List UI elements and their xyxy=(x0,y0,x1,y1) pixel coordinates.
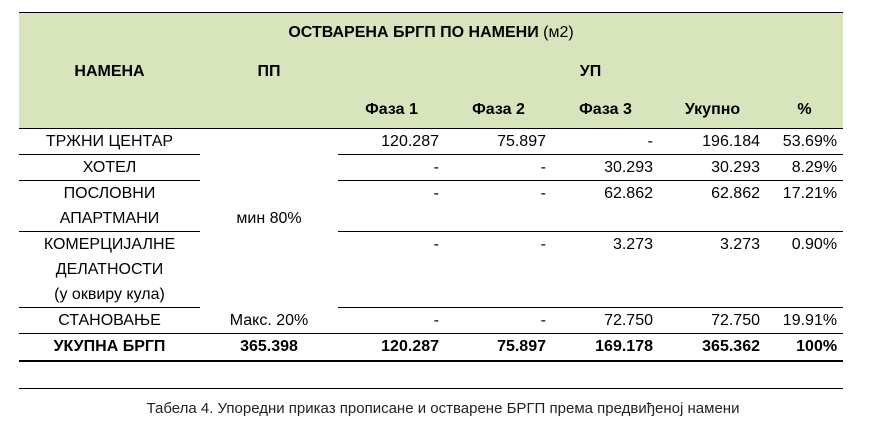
row-namena: ХОТЕЛ xyxy=(19,154,200,181)
table-title: ОСТВАРЕНА БРГП ПО НАМЕНИ (м2) xyxy=(19,12,844,52)
row-faza1: - xyxy=(338,180,445,232)
header-ukupno: Укупно xyxy=(659,90,766,129)
total-faza3: 169.178 xyxy=(552,333,659,362)
pp-min-cell: мин 80% xyxy=(200,129,338,308)
row-faza3: 72.750 xyxy=(604,312,653,329)
row-namena-line: ПОСЛОВНИ xyxy=(63,185,156,202)
header-faza1: Фаза 1 xyxy=(338,90,445,129)
row-namena-line: АПАРТМАНИ xyxy=(59,210,160,227)
table-row: ПОСЛОВНИ АПАРТМАНИ - - 62.862 62.862 17.… xyxy=(19,180,844,232)
header-up: УП xyxy=(338,52,844,90)
row-faza3: 3.273 xyxy=(552,231,659,308)
row-percent: 17.21% xyxy=(766,180,844,232)
table-row: ХОТЕЛ - - 30.293 30.293 8.29% xyxy=(19,154,844,181)
row-pp: Макс. 20% xyxy=(229,311,309,329)
row-namena: СТАНОВАЊЕ xyxy=(58,312,161,329)
row-ukupno: 62.862 xyxy=(659,180,766,232)
row-ukupno: 196.184 xyxy=(659,128,766,155)
bottom-divider xyxy=(19,388,843,389)
row-faza1: 120.287 xyxy=(338,128,445,155)
row-namena-line: КОМЕРЦИЈАЛНЕ xyxy=(43,236,176,253)
table-container: ОСТВАРЕНА БРГП ПО НАМЕНИ (м2) НАМЕНА ПП … xyxy=(19,12,844,362)
table-row: СТАНОВАЊЕ Макс. 20% - - 72.750 72.750 19… xyxy=(19,308,843,334)
row-faza1: - xyxy=(338,154,445,181)
row-namena-line: ДЕЛАТНОСТИ xyxy=(55,261,164,278)
row-percent: 0.90% xyxy=(766,231,844,308)
total-ukupno: 365.362 xyxy=(659,333,766,362)
row-faza3: 30.293 xyxy=(552,154,659,181)
header-row-1: НАМЕНА ПП УП xyxy=(19,52,844,90)
table-row: КОМЕРЦИЈАЛНЕ ДЕЛАТНОСТИ (у оквиру кула) … xyxy=(19,231,844,308)
row-namena: ТРЖНИ ЦЕНТАР xyxy=(19,128,200,155)
header-pp: ПП xyxy=(200,52,338,90)
row-percent: 53.69% xyxy=(766,128,844,155)
row-faza3: - xyxy=(552,128,659,155)
row-namena: КОМЕРЦИЈАЛНЕ ДЕЛАТНОСТИ (у оквиру кула) xyxy=(19,231,200,308)
row-faza1: - xyxy=(338,231,445,308)
pp-min: мин 80% xyxy=(236,209,302,227)
table-title-row: ОСТВАРЕНА БРГП ПО НАМЕНИ (м2) xyxy=(19,12,844,52)
header-faza3: Фаза 3 xyxy=(552,90,659,129)
total-faza1: 120.287 xyxy=(338,333,445,362)
header-faza2: Фаза 2 xyxy=(445,90,552,129)
row-ukupno: 72.750 xyxy=(711,312,760,329)
row-namena: ПОСЛОВНИ АПАРТМАНИ xyxy=(19,180,200,232)
header-percent: % xyxy=(766,90,844,129)
row-percent: 19.91% xyxy=(782,312,838,329)
row-faza2: - xyxy=(540,312,546,329)
row-faza2: - xyxy=(445,180,552,232)
row-faza3: 62.862 xyxy=(552,180,659,232)
table-caption: Табела 4. Упоредни приказ прописане и ос… xyxy=(146,400,740,417)
row-ukupno: 3.273 xyxy=(659,231,766,308)
header-row-2: Фаза 1 Фаза 2 Фаза 3 Укупно % xyxy=(19,90,844,129)
row-namena-line: (у оквиру кула) xyxy=(54,286,165,303)
total-row: УКУПНА БРГП 365.398 120.287 75.897 169.1… xyxy=(19,333,844,362)
total-faza2: 75.897 xyxy=(445,333,552,362)
total-namena: УКУПНА БРГП xyxy=(19,333,200,362)
header-namena: НАМЕНА xyxy=(19,52,200,90)
table-title-unit: (м2) xyxy=(543,24,574,41)
row-percent: 8.29% xyxy=(766,154,844,181)
row-faza2: - xyxy=(445,231,552,308)
table-title-text: ОСТВАРЕНА БРГП ПО НАМЕНИ xyxy=(288,24,539,41)
row-ukupno: 30.293 xyxy=(659,154,766,181)
total-percent: 100% xyxy=(766,333,844,362)
brgp-table: ОСТВАРЕНА БРГП ПО НАМЕНИ (м2) НАМЕНА ПП … xyxy=(19,12,844,362)
table-row: ТРЖНИ ЦЕНТАР мин 80% 120.287 75.897 - 19… xyxy=(19,128,844,227)
total-pp: 365.398 xyxy=(200,333,338,362)
row-faza2: 75.897 xyxy=(445,128,552,155)
row-faza2: - xyxy=(445,154,552,181)
row-faza1: - xyxy=(433,312,439,329)
